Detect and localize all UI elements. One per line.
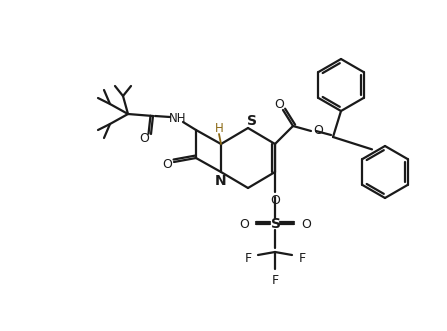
Text: H: H — [215, 121, 224, 134]
Text: F: F — [299, 252, 306, 264]
Text: O: O — [162, 158, 172, 170]
Text: F: F — [271, 273, 278, 287]
Text: O: O — [270, 194, 280, 207]
Text: O: O — [274, 98, 284, 111]
Text: O: O — [301, 217, 311, 230]
Text: S: S — [247, 114, 257, 128]
Text: NH: NH — [169, 112, 187, 124]
Text: O: O — [139, 132, 149, 146]
Text: F: F — [245, 252, 252, 264]
Text: O: O — [313, 123, 323, 136]
Text: O: O — [239, 217, 249, 230]
Text: N: N — [215, 174, 227, 188]
Text: S: S — [271, 217, 281, 231]
